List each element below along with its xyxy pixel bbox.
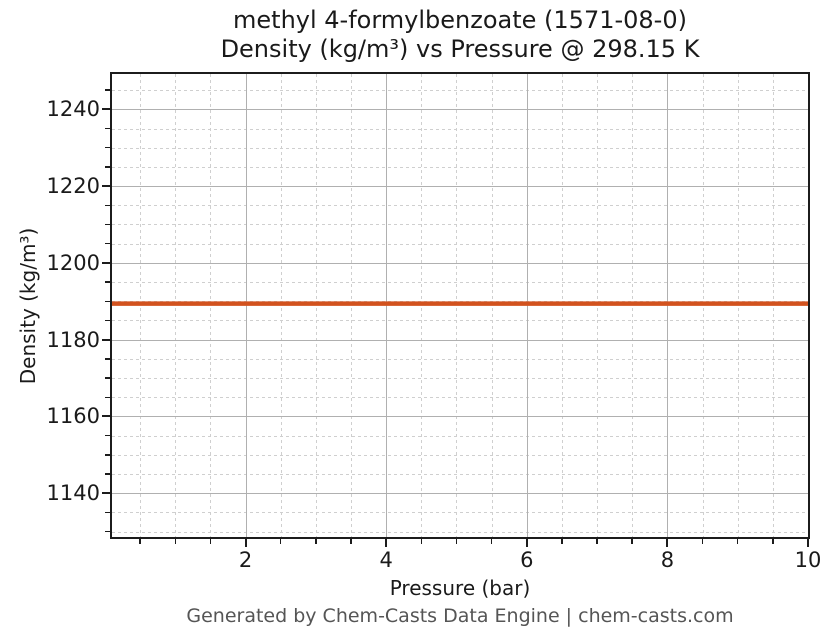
chart-title-line2: Density (kg/m³) vs Pressure @ 298.15 K — [220, 35, 700, 63]
y-minor-tick — [105, 281, 110, 283]
x-minor-tick — [455, 539, 458, 544]
x-minor-tick — [561, 539, 563, 544]
minor-gridline-horizontal — [112, 531, 808, 533]
y-major-tick — [102, 261, 110, 264]
minor-gridline-horizontal — [112, 474, 808, 476]
minor-gridline-horizontal — [112, 512, 808, 514]
y-minor-tick — [105, 127, 110, 130]
minor-gridline-horizontal — [112, 147, 808, 149]
x-minor-tick — [350, 539, 352, 544]
major-gridline-horizontal — [112, 109, 808, 111]
minor-gridline-horizontal — [112, 454, 808, 456]
minor-gridline-horizontal — [112, 243, 808, 245]
y-minor-tick — [105, 204, 110, 207]
minor-gridline-horizontal — [112, 128, 808, 130]
plot-area: 2 4 6 8 10 1140 1160 1180 1200 1220 1240 — [47, 72, 821, 572]
y-axis-label: Density (kg/m³) — [16, 227, 40, 385]
major-gridline-horizontal — [112, 493, 808, 495]
major-gridline-horizontal — [112, 186, 808, 188]
x-major-tick — [807, 539, 809, 547]
minor-gridline-horizontal — [112, 358, 808, 360]
x-minor-tick — [315, 539, 317, 544]
y-major-tick — [102, 338, 110, 341]
x-minor-tick — [631, 539, 633, 544]
series-layer — [112, 74, 808, 537]
minor-gridline-horizontal — [112, 282, 808, 284]
y-minor-tick — [105, 89, 110, 91]
minor-gridline-horizontal — [112, 378, 808, 380]
x-minor-tick — [772, 539, 774, 544]
y-minor-tick — [105, 319, 110, 322]
minor-gridline-horizontal — [112, 397, 808, 399]
major-gridline-horizontal — [112, 339, 808, 341]
y-major-tick — [102, 415, 110, 418]
chart-title-line1: methyl 4-formylbenzoate (1571-08-0) — [233, 6, 687, 34]
y-minor-tick — [105, 511, 110, 514]
x-tick-label: 6 — [520, 548, 534, 572]
x-tick-label: 4 — [379, 548, 393, 572]
y-minor-tick — [105, 300, 110, 303]
x-minor-tick — [174, 539, 177, 544]
x-minor-tick — [596, 539, 598, 544]
minor-gridline-horizontal — [112, 205, 808, 207]
x-axis-label: Pressure (bar) — [389, 576, 531, 600]
y-tick-label: 1220 — [46, 174, 100, 199]
x-major-tick — [666, 539, 669, 547]
major-gridline-horizontal — [112, 262, 808, 264]
y-minor-tick — [105, 434, 110, 437]
minor-gridline-horizontal — [112, 224, 808, 226]
x-minor-tick — [490, 539, 493, 544]
minor-gridline-horizontal — [112, 90, 808, 92]
y-tick-label: 1240 — [46, 97, 100, 122]
y-minor-tick — [105, 396, 110, 398]
y-tick-label: 1200 — [46, 250, 100, 275]
y-major-tick — [102, 108, 110, 111]
y-minor-tick — [105, 223, 110, 226]
y-tick-label: 1160 — [46, 404, 100, 429]
y-major-tick — [102, 185, 110, 188]
x-minor-tick — [209, 539, 212, 544]
x-tick-label: 10 — [794, 548, 822, 572]
x-major-tick — [525, 539, 528, 547]
y-major-tick — [102, 492, 110, 495]
x-tick-label: 2 — [238, 548, 253, 572]
y-minor-tick — [105, 473, 110, 475]
y-tick-label: 1140 — [46, 481, 100, 506]
x-major-tick — [385, 539, 388, 547]
x-minor-tick — [139, 539, 141, 544]
x-minor-tick — [420, 539, 423, 544]
major-gridline-horizontal — [112, 416, 808, 418]
footer-credit: Generated by Chem-Casts Data Engine | ch… — [186, 605, 734, 627]
x-minor-tick — [279, 539, 282, 544]
y-minor-tick — [105, 530, 110, 533]
x-tick-label: 8 — [660, 548, 675, 572]
minor-gridline-horizontal — [112, 435, 808, 437]
y-minor-tick — [105, 358, 110, 360]
minor-gridline-horizontal — [112, 166, 808, 168]
x-minor-tick — [701, 539, 704, 544]
y-minor-tick — [105, 166, 110, 168]
y-tick-label: 1180 — [46, 327, 100, 352]
x-major-tick — [244, 539, 247, 547]
minor-gridline-horizontal — [112, 320, 808, 322]
y-minor-tick — [105, 242, 110, 245]
y-minor-tick — [105, 377, 110, 379]
x-minor-tick — [736, 539, 739, 544]
y-minor-tick — [105, 454, 110, 456]
chart-title: methyl 4-formylbenzoate (1571-08-0) Dens… — [110, 6, 810, 64]
y-minor-tick — [105, 146, 110, 149]
